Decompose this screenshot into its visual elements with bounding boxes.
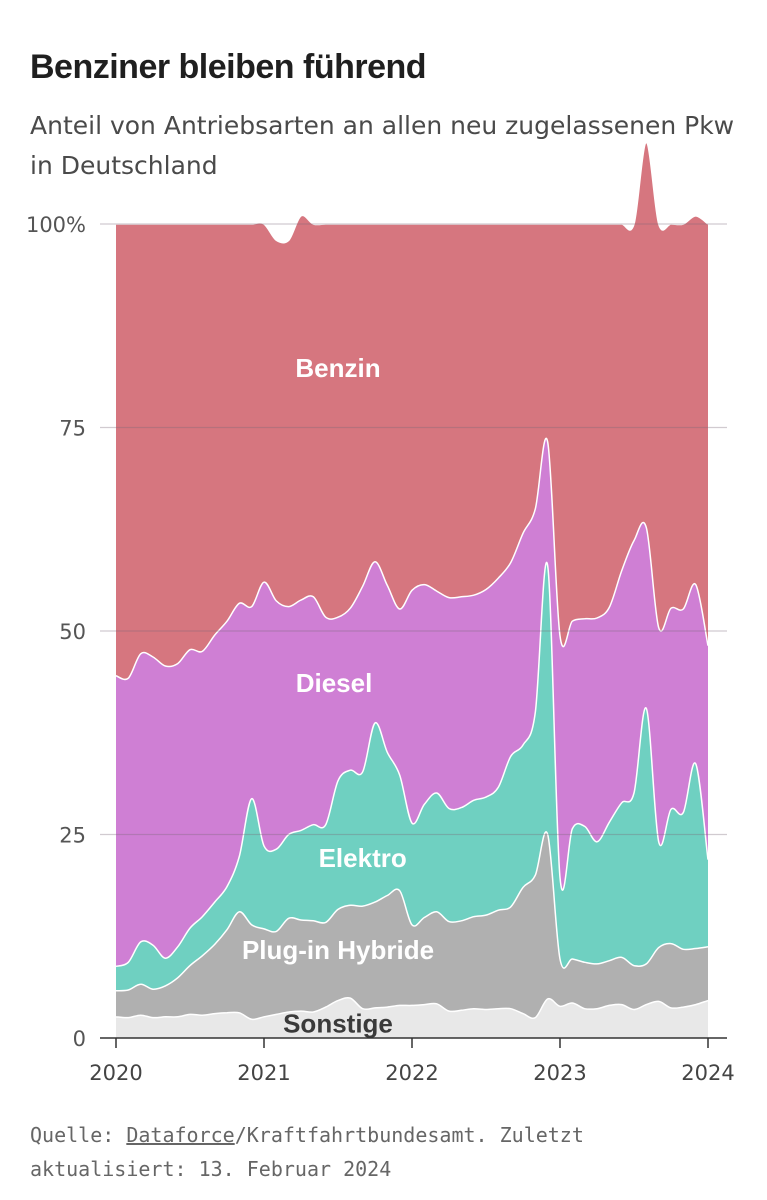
axis-layer: 0 25 50 75 100% 2020 2021 2022 2023 2024 bbox=[26, 213, 735, 1085]
series-label-diesel: Diesel bbox=[296, 668, 373, 698]
boundary-plug-in-hybride bbox=[115, 831, 709, 992]
line-layer bbox=[100, 141, 727, 1021]
x-tick-label-2022: 2022 bbox=[385, 1061, 438, 1085]
series-label-plug-in-hybride: Plug-in Hybride bbox=[242, 935, 434, 965]
y-tick-label-100: 100% bbox=[26, 213, 86, 237]
series-label-benzin: Benzin bbox=[295, 353, 380, 383]
series-label-elektro: Elektro bbox=[319, 843, 407, 873]
source-note: Quelle: Dataforce/Kraftfahrtbundesamt. Z… bbox=[30, 1118, 750, 1186]
boundary-diesel bbox=[115, 437, 709, 681]
source-prefix: Quelle: bbox=[30, 1123, 127, 1147]
y-tick-label-50: 50 bbox=[59, 620, 86, 644]
x-tick-label-2024: 2024 bbox=[681, 1061, 734, 1085]
x-tick-label-2023: 2023 bbox=[533, 1061, 586, 1085]
source-suffix: /Kraftfahrtbundesamt. Zuletzt aktualisie… bbox=[30, 1123, 584, 1181]
source-link-dataforce[interactable]: Dataforce bbox=[126, 1123, 235, 1147]
chart-title: Benziner bleiben führend bbox=[30, 48, 427, 86]
boundary-elektro bbox=[115, 561, 709, 968]
label-layer: Benzin Diesel Elektro Plug-in Hybride Sonsti… bbox=[242, 353, 434, 1038]
x-tick-label-2020: 2020 bbox=[89, 1061, 142, 1085]
boundary-sonstige bbox=[115, 996, 709, 1021]
boundary-benzin bbox=[116, 141, 709, 244]
series-label-sonstige: Sonstige bbox=[283, 1008, 393, 1038]
y-tick-label-0: 0 bbox=[73, 1027, 86, 1051]
area-diesel bbox=[116, 438, 708, 967]
area-benzin bbox=[116, 142, 708, 680]
area-sonstige bbox=[116, 997, 708, 1038]
y-tick-label-75: 75 bbox=[59, 417, 86, 441]
chart-subtitle: Anteil von Antriebsarten an allen neu zu… bbox=[30, 111, 735, 180]
y-tick-label-25: 25 bbox=[59, 824, 86, 848]
x-tick-label-2021: 2021 bbox=[237, 1061, 290, 1085]
